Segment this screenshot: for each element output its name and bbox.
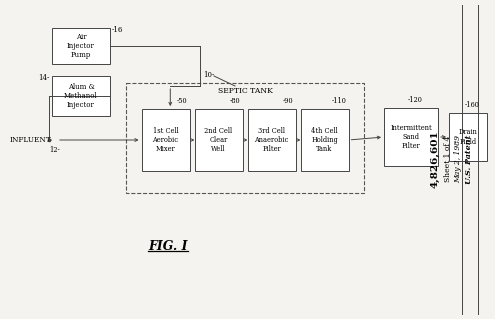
Bar bbox=[52, 28, 110, 64]
Text: Air
Injector
Pump: Air Injector Pump bbox=[67, 33, 95, 59]
Text: -120: -120 bbox=[407, 96, 422, 104]
Text: 3rd Cell
Anaerobic
Filter: 3rd Cell Anaerobic Filter bbox=[254, 127, 289, 153]
Text: 2nd Cell
Clear
Well: 2nd Cell Clear Well bbox=[204, 127, 233, 153]
Text: 1st Cell
Aerobic
Mixer: 1st Cell Aerobic Mixer bbox=[152, 127, 179, 153]
Text: Drain
Field: Drain Field bbox=[458, 129, 478, 145]
Text: INFLUENT: INFLUENT bbox=[10, 136, 51, 144]
Bar bbox=[142, 109, 190, 171]
Text: FIG. I: FIG. I bbox=[148, 240, 188, 253]
Bar bbox=[248, 109, 296, 171]
Text: -80: -80 bbox=[230, 97, 241, 105]
Text: 12-: 12- bbox=[49, 146, 60, 154]
Text: SEPTIC TANK: SEPTIC TANK bbox=[218, 87, 272, 95]
Text: 4th Cell
Holding
Tank: 4th Cell Holding Tank bbox=[311, 127, 338, 153]
Text: -50: -50 bbox=[177, 97, 188, 105]
Bar bbox=[384, 108, 438, 166]
Text: Sheet 1 of 4: Sheet 1 of 4 bbox=[444, 136, 452, 182]
Text: 14-: 14- bbox=[39, 74, 50, 82]
Text: 10-: 10- bbox=[203, 71, 215, 79]
Text: U.S. Patent: U.S. Patent bbox=[465, 134, 473, 184]
Text: -16: -16 bbox=[112, 26, 123, 34]
Text: Alum &
Methanol
Injector: Alum & Methanol Injector bbox=[64, 83, 98, 109]
Text: -90: -90 bbox=[283, 97, 294, 105]
Text: May 2, 1989: May 2, 1989 bbox=[454, 135, 462, 183]
Bar bbox=[52, 76, 110, 116]
Text: -110: -110 bbox=[332, 97, 346, 105]
Bar bbox=[195, 109, 243, 171]
Text: -160: -160 bbox=[465, 101, 480, 109]
Text: 4,826,601: 4,826,601 bbox=[431, 130, 440, 188]
Bar bbox=[449, 113, 487, 161]
Bar bbox=[300, 109, 348, 171]
Bar bbox=[126, 83, 364, 193]
Text: Intermittent
Sand
Filter: Intermittent Sand Filter bbox=[390, 124, 432, 150]
